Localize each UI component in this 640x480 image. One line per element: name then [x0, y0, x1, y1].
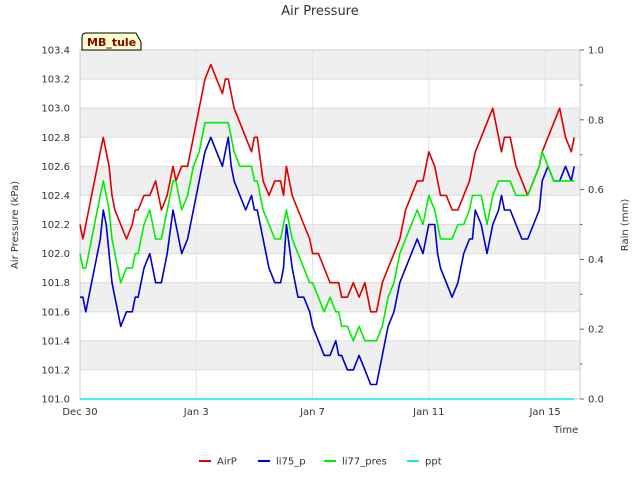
y-tick-label: 101.8 [41, 278, 70, 289]
y2-axis-ticks: 0.0 0.2 0.4 0.6 0.8 1.0 [580, 46, 604, 406]
plot-band [80, 50, 580, 80]
y2-tick-label: 0.2 [588, 325, 604, 336]
series-line-airp [79, 63, 575, 313]
chart-title: Air Pressure [281, 4, 359, 19]
legend-label: li77_pres [342, 457, 387, 468]
legend: AirP li75_p li77_pres ppt [199, 457, 442, 468]
y-tick-label: 103.0 [41, 104, 70, 115]
station-label: MB_tule [87, 36, 136, 49]
plot-band [80, 166, 580, 196]
y2-tick-label: 0.0 [588, 395, 604, 406]
y-tick-label: 102.4 [41, 191, 70, 202]
series-line-li77-pres [79, 121, 575, 342]
legend-item: ppt [407, 457, 442, 468]
legend-item: li75_p [258, 457, 306, 468]
y2-tick-label: 1.0 [588, 46, 604, 57]
legend-item: li77_pres [324, 457, 387, 468]
y-tick-label: 102.8 [41, 133, 70, 144]
x-tick-label: Dec 30 [62, 407, 97, 418]
y-axis-ticks: 101.0 101.2 101.4 101.6 101.8 102.0 102.2 102.4… [41, 46, 70, 406]
x-tick-label: Jan 7 [299, 407, 325, 418]
x-tick-label: Jan 11 [412, 407, 444, 418]
y-tick-label: 101.6 [41, 307, 70, 318]
y2-tick-label: 0.4 [588, 255, 604, 266]
x-tick-label: Jan 3 [183, 407, 209, 418]
station-tag: MB_tule [81, 32, 142, 51]
x-axis-label: Time [553, 425, 578, 436]
y2-tick-label: 0.6 [588, 185, 604, 196]
y-tick-label: 102.6 [41, 162, 70, 173]
y-axis-label: Air Pressure (kPa) [10, 181, 21, 269]
y-tick-label: 101.0 [41, 395, 70, 406]
legend-label: li75_p [276, 457, 306, 468]
legend-label: ppt [425, 457, 442, 468]
legend-label: AirP [217, 457, 237, 468]
series-layer [79, 63, 575, 400]
x-tick-label: Jan 15 [528, 407, 560, 418]
y-tick-label: 102.2 [41, 220, 70, 231]
series-line-li75-p [80, 136, 575, 386]
plot-bands [80, 50, 580, 370]
station-tag-box [81, 32, 142, 51]
legend-item: AirP [199, 457, 237, 468]
y-tick-label: 101.2 [41, 365, 70, 376]
y2-axis-label: Rain (mm) [620, 199, 631, 252]
y-tick-label: 103.2 [41, 75, 70, 86]
y-tick-label: 103.4 [41, 46, 70, 57]
y-tick-label: 101.4 [41, 336, 70, 347]
x-axis-ticks: Dec 30 Jan 3 Jan 7 Jan 11 Jan 15 [62, 407, 560, 418]
y-tick-label: 102.0 [41, 249, 70, 260]
y2-tick-label: 0.8 [588, 115, 604, 126]
plot-band [80, 108, 580, 138]
